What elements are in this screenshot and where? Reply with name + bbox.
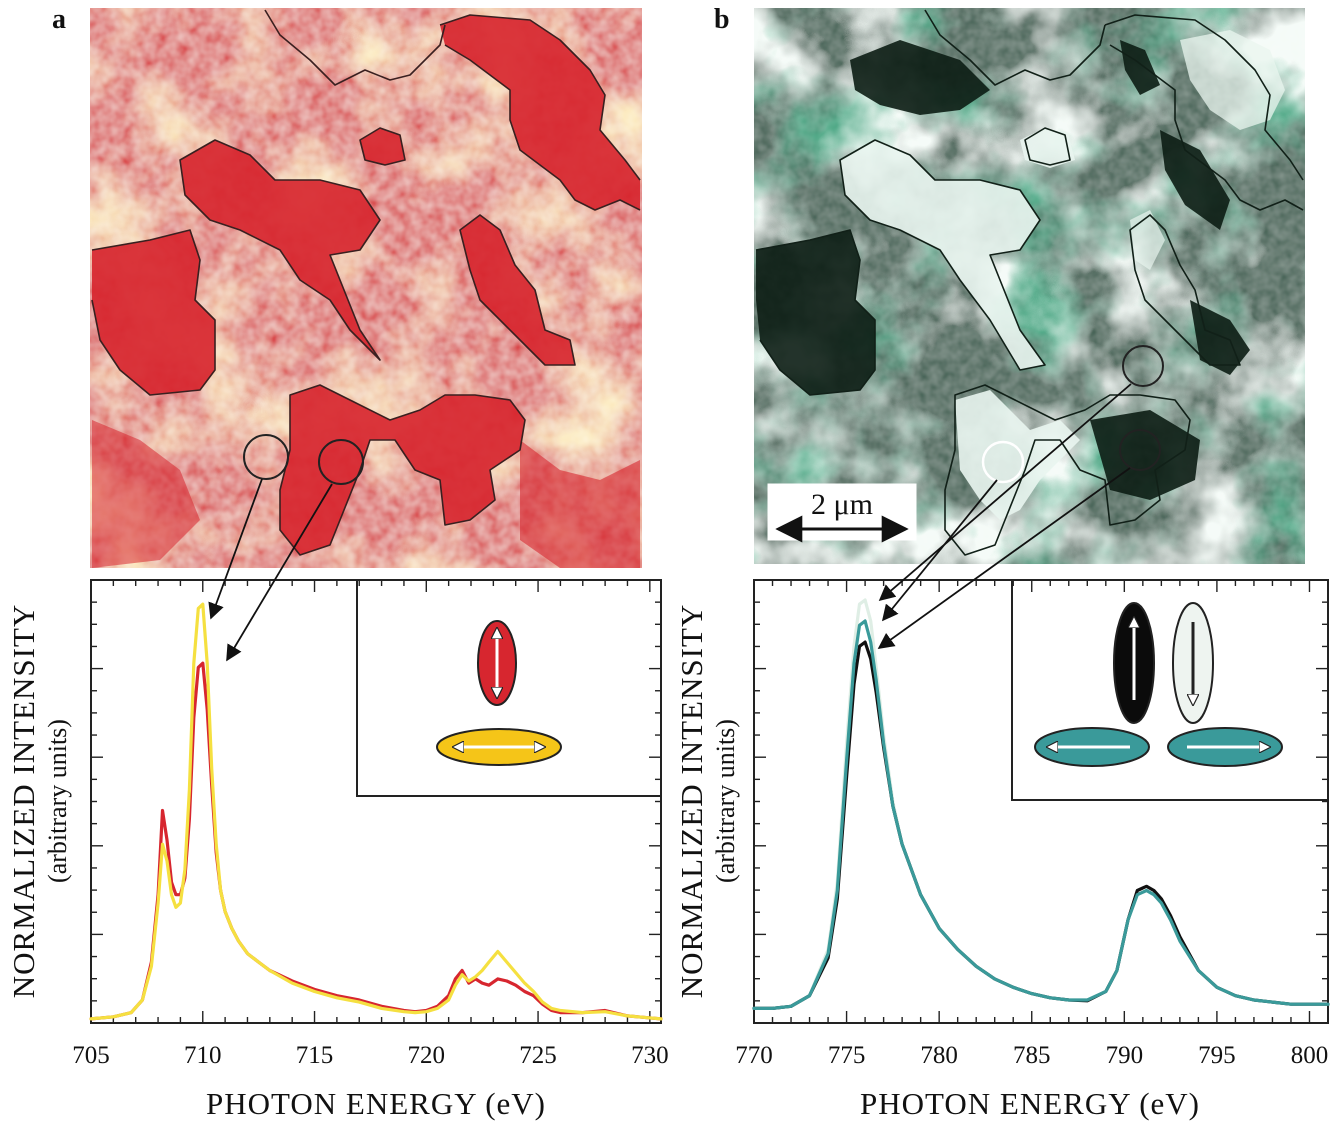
x-tick-label: 770 (735, 1042, 773, 1069)
chart-a-xlabel: PHOTON ENERGY (eV) (206, 1086, 546, 1121)
probe-circle-light (243, 434, 289, 480)
chart-b-inset (1011, 580, 1328, 801)
domain-map-b: 2 μm (754, 8, 1305, 564)
scale-bar-label: 2 μm (811, 488, 873, 521)
probe-circle-dark (1119, 429, 1161, 471)
domain-map-a (90, 8, 642, 568)
x-tick-label: 705 (72, 1042, 110, 1069)
x-tick-label: 790 (1106, 1042, 1144, 1069)
x-tick-label: 795 (1198, 1042, 1236, 1069)
probe-circle-red (318, 439, 364, 485)
pointer-arrow-b1 (878, 383, 1132, 602)
x-tick-label: 725 (519, 1042, 557, 1069)
chart-b-frame (753, 579, 1329, 1024)
pointer-arrow-b3 (877, 467, 1131, 649)
series-line-red-domain (89, 661, 663, 1021)
x-tick-label: 785 (1013, 1042, 1051, 1069)
x-tick-label: 780 (920, 1042, 958, 1069)
pointer-arrow-a1 (208, 478, 263, 620)
x-tick-label: 775 (828, 1042, 866, 1069)
pointer-arrow-a2 (226, 483, 333, 662)
chart-a-inset (356, 580, 661, 797)
chart-b-ylabel-sub: (arbitrary units) (711, 719, 740, 883)
panel-label-b: b (714, 4, 730, 35)
chart-b-ylabel: NORMALIZED INTENSITY (674, 604, 709, 999)
x-tick-label: 720 (408, 1042, 446, 1069)
scale-bar: 2 μm (767, 483, 917, 543)
series-line-yellow-domain (89, 602, 663, 1021)
spectrum-chart-a: 705 710 715 720 725 730 PHOTON ENERGY (eV) NO… (6, 579, 669, 1121)
x-tick-label: 730 (631, 1042, 669, 1069)
probe-circle-light (981, 440, 1025, 484)
chart-a-frame (90, 579, 662, 1024)
pointer-arrow-b2 (881, 479, 998, 622)
x-tick-label: 800 (1291, 1042, 1329, 1069)
chart-a-ylabel: NORMALIZED INTENSITY (6, 604, 41, 999)
chart-b-xlabel: PHOTON ENERGY (eV) (860, 1086, 1200, 1121)
chart-a-ylabel-sub: (arbitrary units) (43, 719, 72, 883)
series-line-intermediate-domain (752, 619, 1330, 1011)
probe-circle-mid (1122, 345, 1164, 387)
x-tick-label: 710 (184, 1042, 222, 1069)
panel-label-a: a (52, 4, 66, 35)
spectrum-chart-b: 770 775 780 785 790 795 800 PHOTON ENERGY (eV)… (674, 579, 1330, 1121)
pointer-arrows (208, 383, 1132, 662)
x-tick-label: 715 (296, 1042, 334, 1069)
